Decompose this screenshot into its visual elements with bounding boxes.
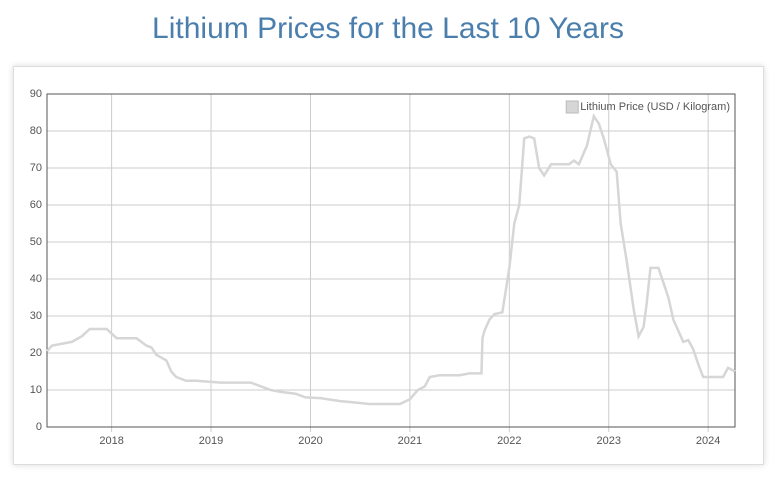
y-tick-label: 40 bbox=[30, 273, 42, 285]
y-tick-label: 10 bbox=[30, 384, 42, 396]
x-tick-label: 2021 bbox=[398, 435, 422, 447]
price-line bbox=[46, 113, 736, 406]
y-tick-label: 30 bbox=[30, 310, 42, 322]
chart-title: Lithium Prices for the Last 10 Years bbox=[152, 12, 624, 45]
y-tick-label: 20 bbox=[30, 347, 42, 359]
y-tick-label: 60 bbox=[30, 199, 42, 211]
x-tick-label: 2018 bbox=[99, 435, 123, 447]
legend-label: Lithium Price (USD / Kilogram) bbox=[580, 101, 730, 113]
y-tick-label: 70 bbox=[30, 162, 42, 174]
y-tick-label: 0 bbox=[36, 421, 42, 433]
y-tick-label: 80 bbox=[30, 125, 42, 137]
x-tick-label: 2020 bbox=[298, 435, 322, 447]
y-tick-label: 90 bbox=[30, 88, 42, 100]
plot-border bbox=[46, 93, 736, 428]
x-tick-label: 2022 bbox=[497, 435, 521, 447]
x-tick-label: 2019 bbox=[199, 435, 223, 447]
y-tick-label: 50 bbox=[30, 236, 42, 248]
x-tick-label: 2024 bbox=[696, 435, 720, 447]
legend-swatch bbox=[565, 100, 579, 114]
x-tick-label: 2023 bbox=[596, 435, 620, 447]
chart-card bbox=[13, 66, 764, 465]
